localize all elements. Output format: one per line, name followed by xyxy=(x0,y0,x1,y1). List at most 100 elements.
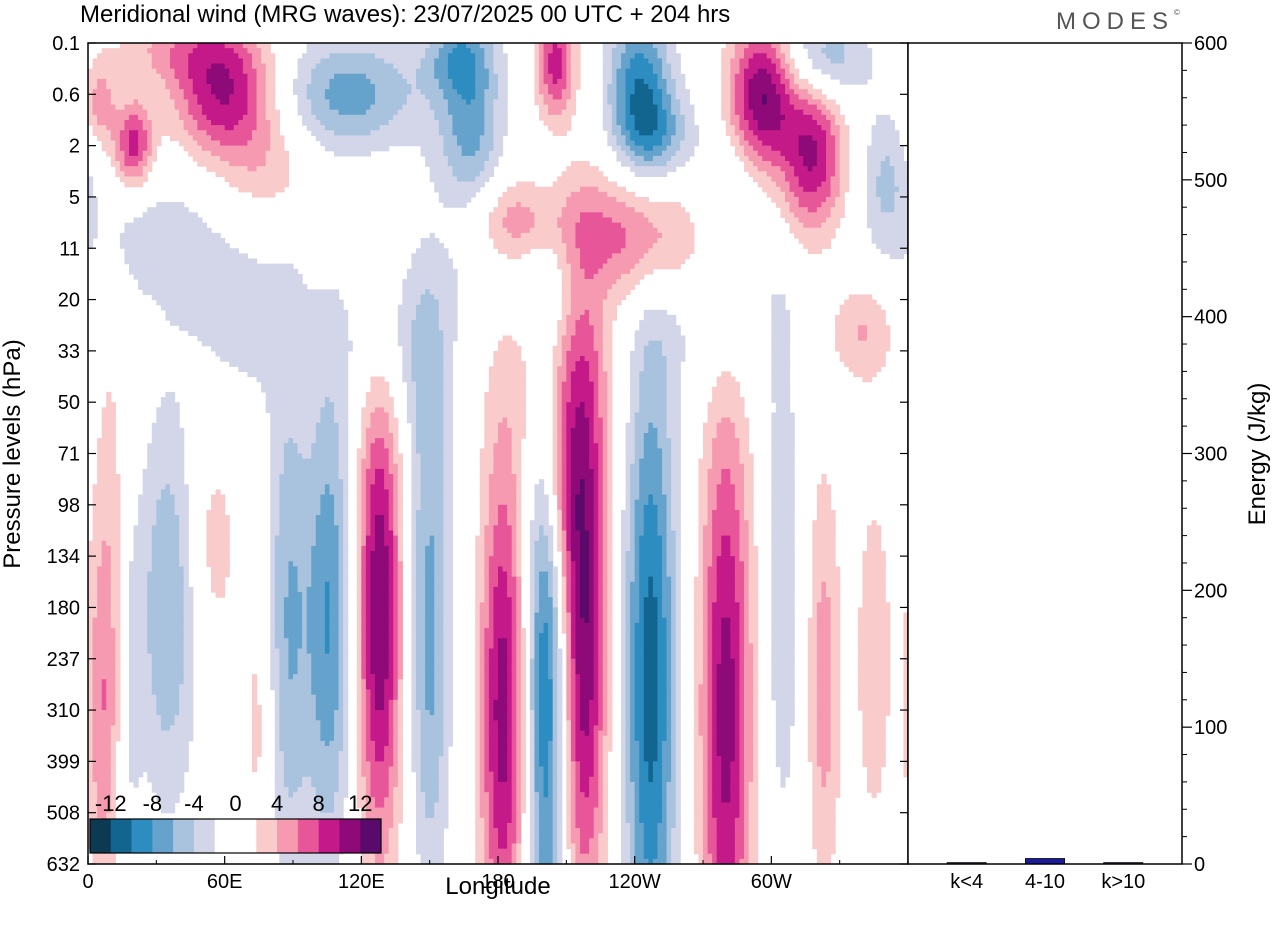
heatmap-cell xyxy=(616,89,627,95)
heatmap-cell xyxy=(662,458,672,465)
heatmap-cell xyxy=(598,648,604,655)
heatmap-cell xyxy=(170,63,189,70)
heatmap-cell xyxy=(707,515,713,521)
heatmap-cell xyxy=(639,576,649,583)
heatmap-cell xyxy=(835,135,841,142)
heatmap-cell xyxy=(607,391,613,398)
heatmap-cell xyxy=(97,571,112,578)
heatmap-cell xyxy=(580,699,590,706)
heatmap-cell xyxy=(279,674,290,680)
heatmap-cell xyxy=(516,684,522,691)
heatmap-cell xyxy=(748,617,759,624)
heatmap-cell xyxy=(274,571,290,578)
heatmap-cell xyxy=(338,638,344,644)
heatmap-cell xyxy=(730,627,741,634)
heatmap-cell xyxy=(643,643,659,650)
heatmap-cell xyxy=(343,545,349,552)
heatmap-cell xyxy=(602,540,608,547)
heatmap-cell xyxy=(744,592,750,598)
heatmap-cell xyxy=(270,448,285,455)
heatmap-cell xyxy=(375,689,385,696)
heatmap-cell xyxy=(97,586,112,593)
heatmap-cell xyxy=(361,617,367,624)
heatmap-cell xyxy=(393,535,399,542)
heatmap-cell xyxy=(416,663,426,670)
heatmap-cell xyxy=(748,535,754,542)
heatmap-cell xyxy=(425,571,435,578)
heatmap-cell xyxy=(580,581,590,588)
heatmap-cell xyxy=(625,125,636,131)
heatmap-cell xyxy=(356,484,362,491)
heatmap-cell xyxy=(552,458,558,465)
heatmap-cell xyxy=(493,710,508,716)
heatmap-cell xyxy=(666,499,672,506)
heatmap-cell xyxy=(279,663,290,670)
heatmap-cell xyxy=(666,125,677,131)
heatmap-cell xyxy=(630,402,640,408)
heatmap-cell xyxy=(607,458,613,465)
heatmap-cell xyxy=(721,53,736,59)
heatmap-cell xyxy=(630,479,640,485)
heatmap-cell xyxy=(771,509,795,516)
heatmap-cell xyxy=(561,453,567,460)
heatmap-cell xyxy=(785,73,795,80)
heatmap-cell xyxy=(343,586,349,593)
heatmap-cell xyxy=(593,509,599,516)
heatmap-cell xyxy=(634,704,645,711)
heatmap-cell xyxy=(598,684,604,691)
heatmap-cell xyxy=(561,617,567,624)
heatmap-cell xyxy=(183,597,194,603)
heatmap-cell xyxy=(361,694,367,701)
heatmap-cell xyxy=(297,73,312,80)
heatmap-cell xyxy=(602,422,608,429)
heatmap-cell xyxy=(630,63,654,70)
heatmap-cell xyxy=(780,109,804,116)
heatmap-cell xyxy=(484,633,495,639)
heatmap-cell xyxy=(479,453,495,460)
heatmap-cell xyxy=(666,361,681,367)
heatmap-cell xyxy=(507,638,513,644)
heatmap-cell xyxy=(566,73,572,80)
heatmap-cell xyxy=(734,104,745,111)
heatmap-cell xyxy=(593,422,604,429)
heatmap-cell xyxy=(361,438,367,444)
heatmap-cell xyxy=(712,674,718,680)
heatmap-cell xyxy=(835,202,845,208)
heatmap-cell xyxy=(766,99,782,106)
heatmap-cell xyxy=(484,684,490,691)
heatmap-cell xyxy=(516,710,522,716)
heatmap-cell xyxy=(662,612,672,619)
heatmap-cell xyxy=(771,58,782,65)
heatmap-cell xyxy=(621,571,627,578)
heatmap-cell xyxy=(657,48,668,54)
heatmap-cell xyxy=(443,622,454,629)
heatmap-cell xyxy=(375,438,385,444)
heatmap-cell xyxy=(393,561,399,567)
heatmap-cell xyxy=(434,684,444,691)
heatmap-cell xyxy=(338,468,349,475)
heatmap-cell xyxy=(370,669,390,675)
heatmap-cell xyxy=(88,191,94,198)
heatmap-cell xyxy=(156,710,180,716)
heatmap-cell xyxy=(607,561,613,567)
heatmap-cell xyxy=(411,694,417,701)
heatmap-cell xyxy=(721,622,731,629)
heatmap-cell xyxy=(552,181,618,188)
heatmap-cell xyxy=(657,515,668,521)
heatmap-cell xyxy=(402,299,422,306)
heatmap-cell xyxy=(479,530,485,537)
heatmap-cell xyxy=(662,550,668,557)
heatmap-cell xyxy=(142,289,340,296)
heatmap-cell xyxy=(493,597,513,603)
heatmap-cell xyxy=(484,550,495,557)
heatmap-cell xyxy=(534,63,540,70)
heatmap-cell xyxy=(516,479,522,485)
heatmap-cell xyxy=(575,704,581,711)
heatmap-cell xyxy=(475,638,481,644)
heatmap-cell xyxy=(566,361,577,367)
heatmap-cell xyxy=(548,109,563,116)
heatmap-cell xyxy=(703,530,713,537)
heatmap-cell xyxy=(252,58,262,65)
heatmap-cell xyxy=(607,679,613,685)
heatmap-cell xyxy=(115,669,121,675)
